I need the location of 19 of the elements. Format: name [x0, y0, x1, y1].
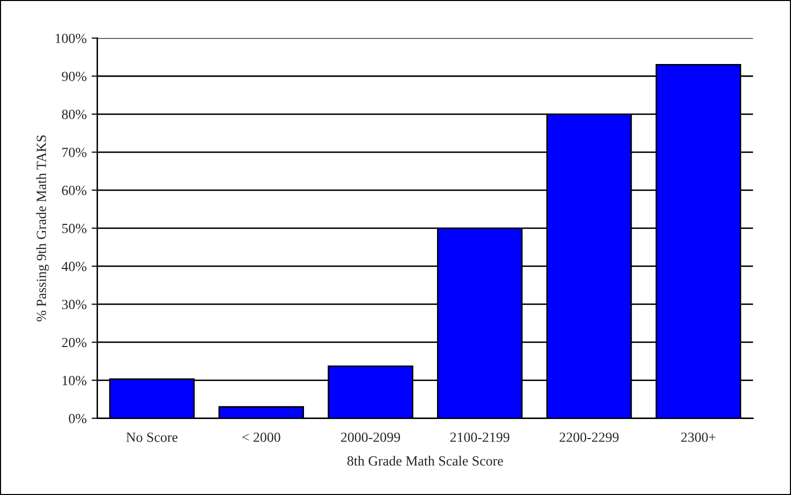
- x-tick-label: 2100-2199: [450, 432, 510, 442]
- x-tick-label: < 2000: [242, 432, 280, 442]
- x-tick-label: No Score: [126, 432, 178, 442]
- x-tick-label: 2300+: [681, 432, 716, 442]
- y-tick-label: 100%: [56, 34, 86, 44]
- y-tick-label: 80%: [62, 110, 86, 120]
- y-tick-label: 10%: [62, 376, 86, 386]
- x-axis-title: 8th Grade Math Scale Score: [347, 456, 503, 466]
- y-tick-label: 70%: [62, 148, 86, 158]
- x-tick-label: 2000-2099: [341, 432, 400, 442]
- y-tick-label: 60%: [62, 186, 86, 196]
- y-tick-label: 30%: [62, 300, 86, 310]
- y-tick-label: 0%: [68, 414, 86, 424]
- y-tick-label: 20%: [62, 338, 86, 348]
- y-tick-label: 50%: [62, 224, 86, 234]
- x-tick-label: 2200-2299: [560, 432, 619, 442]
- y-axis-title: % Passing 9th Grade Math TAKS: [36, 135, 49, 322]
- y-tick-label: 90%: [62, 72, 86, 82]
- y-tick-label: 40%: [62, 262, 86, 272]
